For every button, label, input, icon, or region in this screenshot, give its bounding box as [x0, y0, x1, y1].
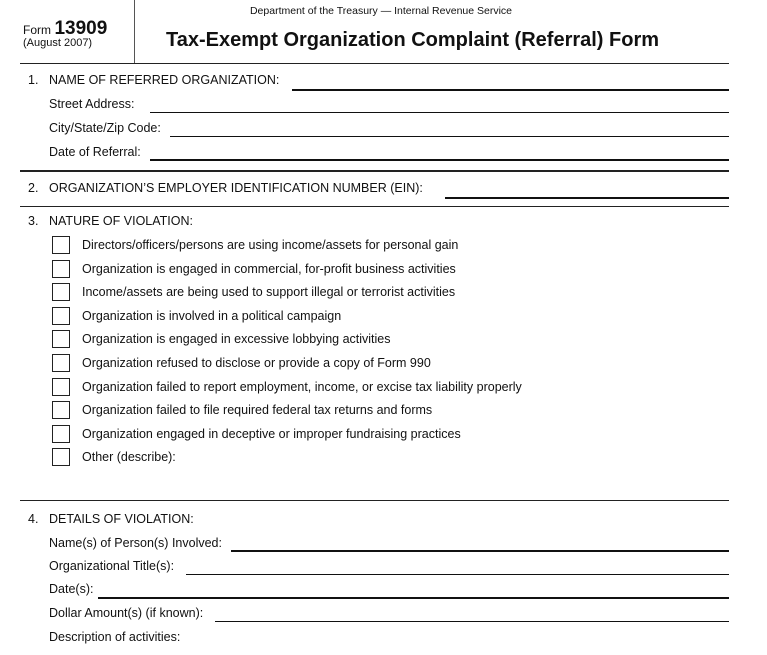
violation-option-label: Organization is involved in a political … — [82, 308, 342, 323]
dollar-amounts-field[interactable] — [215, 621, 729, 622]
form-date: (August 2007) — [23, 37, 93, 49]
violation-checkbox[interactable] — [52, 377, 70, 396]
section-3-heading: NATURE OF VIOLATION: — [49, 214, 193, 228]
violation-option-label: Organization failed to file required fed… — [82, 403, 433, 418]
section-4-heading: DETAILS OF VIOLATION: — [49, 512, 194, 526]
date-of-referral-field[interactable] — [150, 159, 729, 161]
violation-checkbox[interactable] — [52, 448, 70, 467]
violation-checkbox[interactable] — [52, 259, 70, 278]
divider — [20, 206, 729, 207]
violation-option-label: Organization refused to disclose or prov… — [82, 356, 431, 370]
street-address-label: Street Address: — [49, 97, 135, 111]
violation-option-label: Organization failed to report employment… — [82, 379, 522, 394]
organizational-titles-field[interactable] — [186, 574, 729, 575]
form-number-value: 13909 — [54, 18, 108, 39]
form-prefix: Form — [23, 23, 51, 37]
section-3-number: 3. — [28, 214, 39, 228]
organizational-titles-label: Organizational Title(s): — [49, 559, 175, 573]
dates-label: Date(s): — [49, 582, 94, 596]
divider — [20, 500, 729, 501]
city-state-zip-field[interactable] — [170, 136, 729, 137]
dollar-amounts-label: Dollar Amount(s) (if known): — [49, 606, 204, 620]
city-state-zip-label: City/State/Zip Code: — [49, 121, 161, 135]
violation-option-label: Directors/officers/persons are using inc… — [82, 238, 459, 252]
violation-checkbox[interactable] — [52, 236, 70, 254]
section-2-heading: ORGANIZATION’S EMPLOYER IDENTIFICATION N… — [49, 181, 423, 195]
violation-option-label: Other (describe): — [82, 450, 176, 465]
persons-involved-label: Name(s) of Person(s) Involved: — [49, 536, 222, 550]
section-1-number: 1. — [28, 73, 39, 87]
violation-option-label: Organization is engaged in commercial, f… — [82, 261, 456, 276]
violation-option-label: Organization is engaged in excessive lob… — [82, 332, 391, 347]
dates-field[interactable] — [98, 597, 729, 599]
organization-name-field[interactable] — [292, 89, 729, 91]
divider — [20, 63, 729, 64]
page-title: Tax-Exempt Organization Complaint (Refer… — [166, 29, 660, 51]
section-2-number: 2. — [28, 181, 39, 195]
ein-field[interactable] — [445, 197, 729, 199]
violation-checkbox[interactable] — [52, 330, 70, 349]
violation-checkbox[interactable] — [52, 424, 70, 443]
violation-checkbox[interactable] — [52, 306, 70, 325]
description-label: Description of activities: — [49, 630, 181, 644]
violation-option-label: Organization engaged in deceptive or imp… — [82, 426, 461, 441]
violation-option-label: Income/assets are being used to support … — [82, 285, 456, 300]
section-4-number: 4. — [28, 512, 39, 526]
section-1-heading: NAME OF REFERRED ORGANIZATION: — [49, 73, 280, 87]
violation-checkbox[interactable] — [52, 401, 70, 420]
violation-checkbox[interactable] — [52, 283, 70, 302]
divider — [20, 170, 729, 172]
date-of-referral-label: Date of Referral: — [49, 145, 141, 159]
agency-name: Department of the Treasury — Internal Re… — [249, 5, 513, 17]
street-address-field[interactable] — [150, 112, 729, 113]
header-divider — [134, 0, 135, 63]
form-number: Form 13909 — [23, 18, 107, 40]
persons-involved-field[interactable] — [231, 550, 729, 552]
violation-checkbox[interactable] — [52, 354, 70, 372]
